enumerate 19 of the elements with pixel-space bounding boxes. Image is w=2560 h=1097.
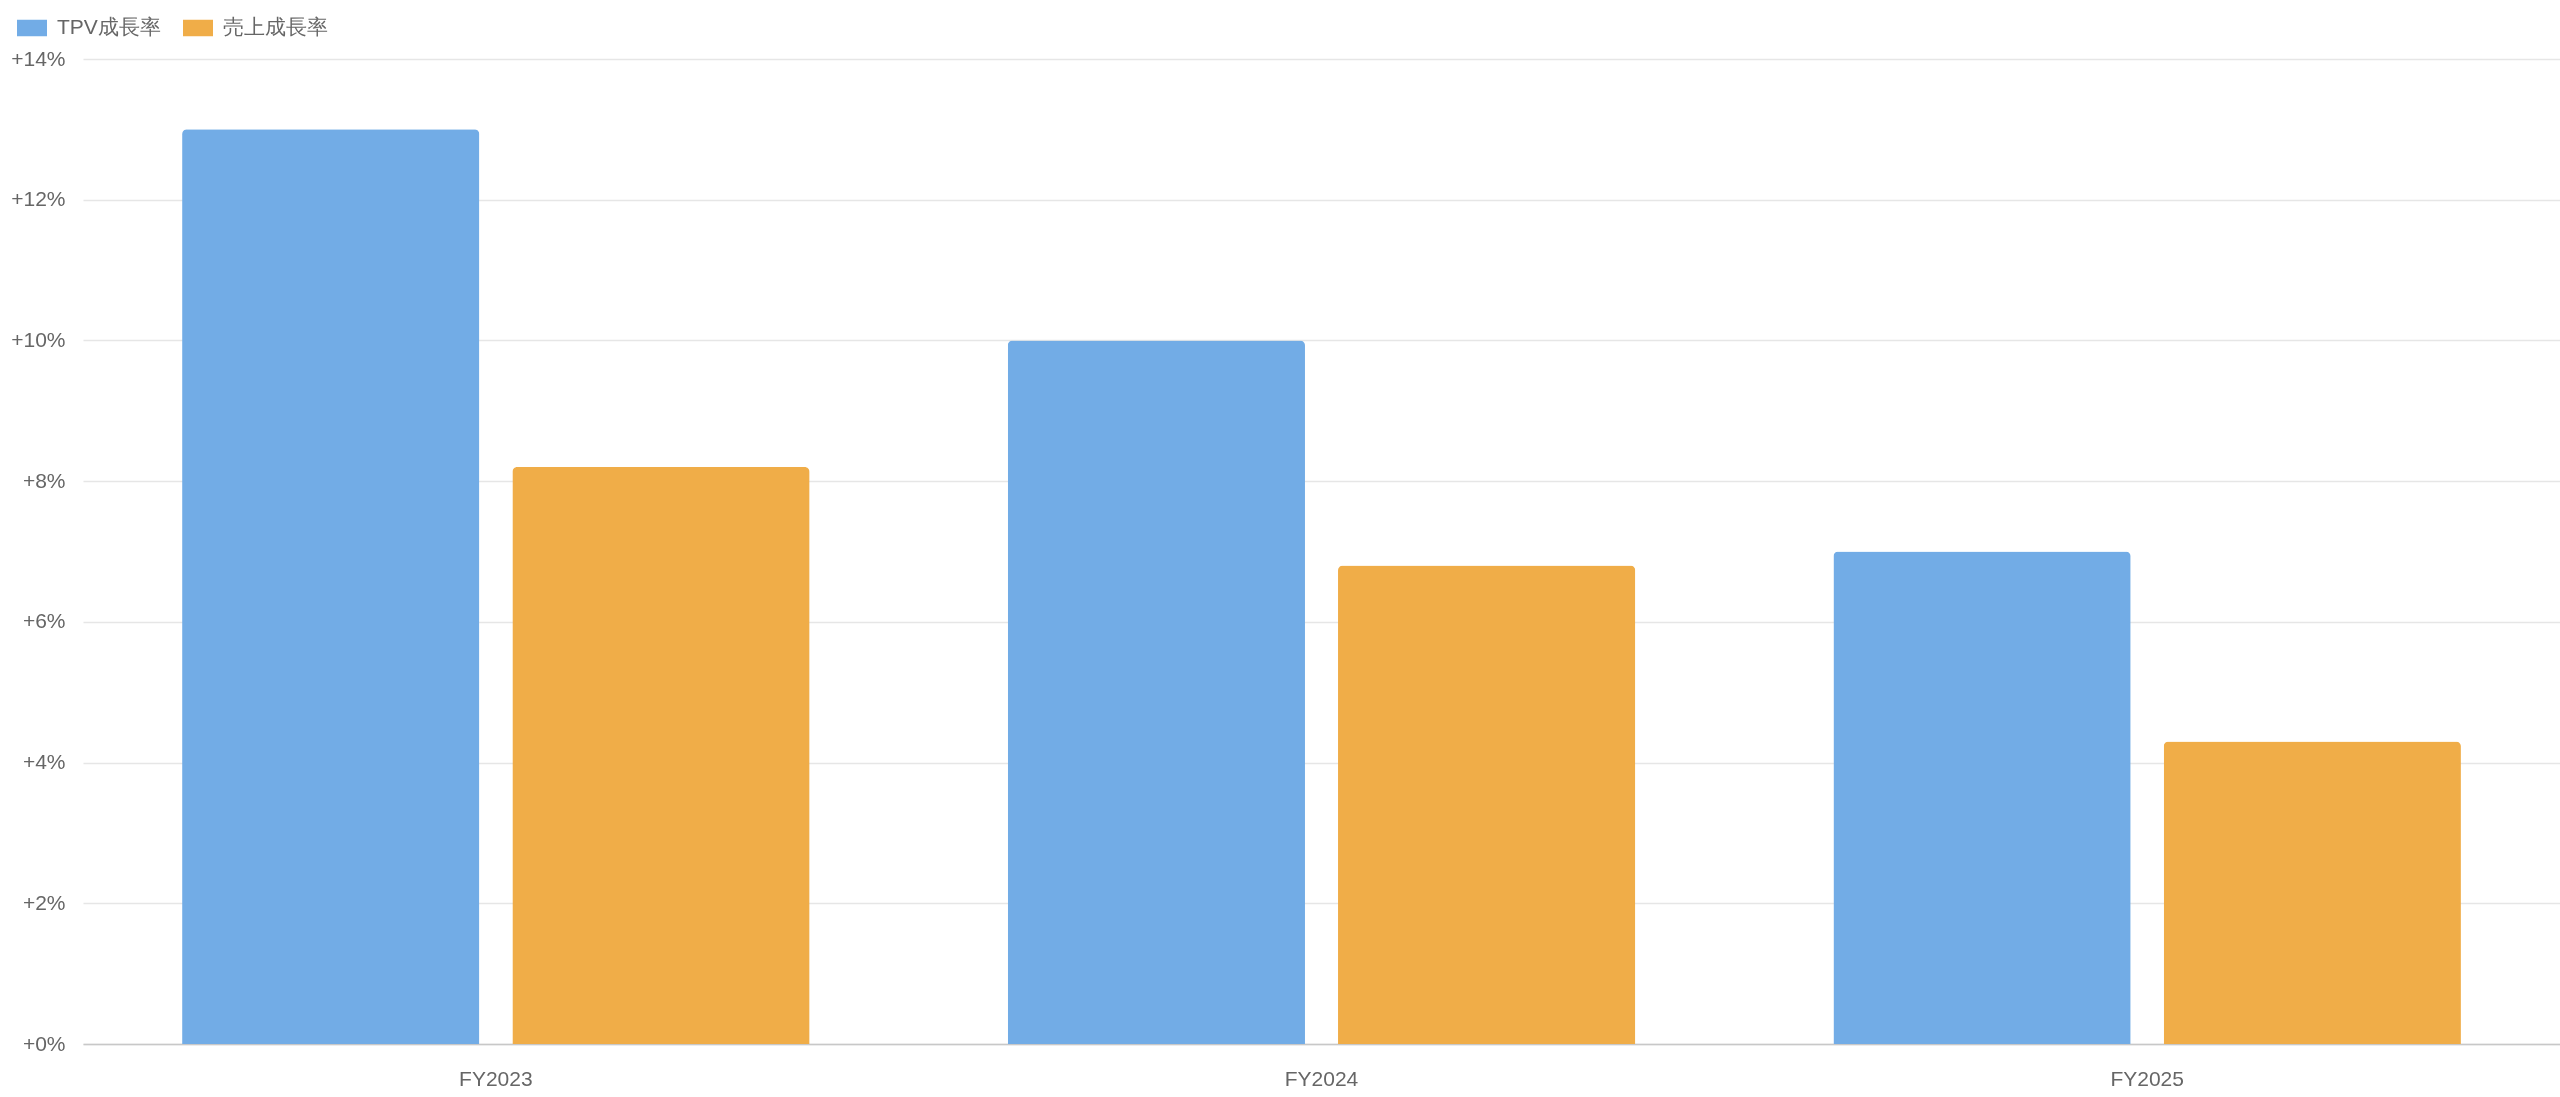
bar [1833, 551, 2131, 1044]
y-tick-label: +2% [22, 890, 66, 914]
y-tick-label: +8% [22, 468, 66, 492]
legend-label: TPV成長率 [57, 15, 161, 38]
x-tick-label: FY2024 [1284, 1066, 1359, 1090]
y-tick-label: +12% [11, 187, 66, 211]
y-tick-label: +10% [11, 327, 66, 351]
bar [2163, 741, 2461, 1044]
bar [1338, 565, 1636, 1044]
bar [1007, 340, 1305, 1044]
y-tick-label: +0% [22, 1031, 66, 1055]
y-tick-label: +6% [22, 609, 66, 633]
bar [182, 129, 480, 1044]
legend-label: 売上成長率 [223, 15, 328, 38]
x-tick-label: FY2025 [2110, 1066, 2184, 1090]
bar [512, 467, 810, 1044]
y-tick-label: +4% [22, 750, 66, 774]
y-tick-label: +14% [11, 46, 66, 70]
x-tick-label: FY2023 [459, 1066, 533, 1090]
